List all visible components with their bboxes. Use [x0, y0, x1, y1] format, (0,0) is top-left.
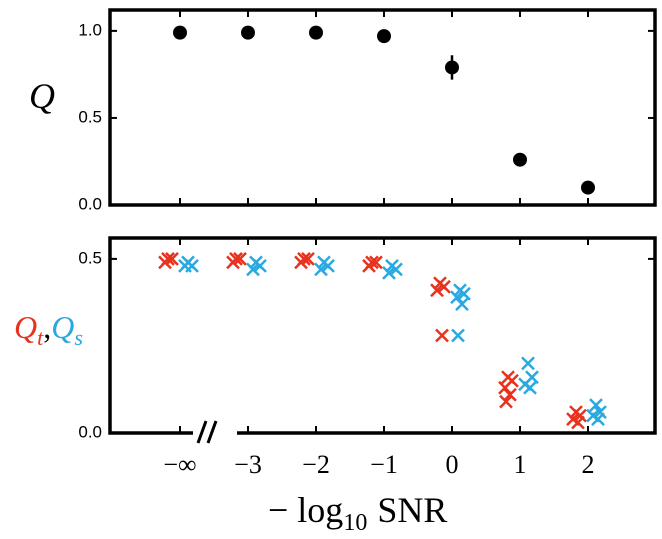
point: [581, 180, 595, 195]
x-marker: [455, 297, 469, 312]
x-marker: [589, 398, 603, 413]
x-marker: [523, 380, 537, 395]
x-marker: [435, 328, 449, 343]
series-name: Q: [14, 309, 37, 345]
axis-break: [196, 420, 208, 444]
separator: ,: [43, 309, 51, 345]
x-marker: [321, 258, 335, 273]
y-tick-label: 1.0: [78, 20, 102, 39]
x-marker: [362, 258, 376, 273]
x-tick-label: −3: [234, 450, 262, 479]
x-marker: [369, 255, 383, 270]
x-tick-label: −1: [370, 450, 398, 479]
x-marker: [450, 290, 464, 305]
x-marker: [253, 258, 267, 273]
x-marker: [246, 262, 260, 277]
x-marker: [591, 412, 605, 426]
x-marker: [503, 387, 517, 402]
x-marker: [165, 252, 179, 266]
x-marker: [382, 265, 396, 280]
point: [377, 29, 391, 44]
x-marker: [314, 262, 328, 277]
point: [241, 25, 255, 40]
x-tick-label: 1: [514, 450, 527, 479]
x-tick-label: 0: [446, 450, 459, 479]
x-label-sub: 10: [343, 510, 367, 536]
x-marker: [571, 415, 585, 430]
x-marker: [521, 356, 535, 371]
point: [309, 25, 323, 40]
y-tick-label: 0.5: [78, 248, 102, 267]
x-marker: [158, 255, 172, 270]
y-axis-label: Q: [29, 76, 55, 116]
series-subscript: s: [74, 325, 83, 350]
series-name: Q: [51, 309, 74, 345]
axis-break: [206, 420, 218, 444]
x-marker: [437, 279, 451, 294]
x-tick-label: −∞: [163, 450, 196, 479]
x-label-main: − log: [268, 490, 343, 530]
point: [173, 25, 187, 40]
x-marker: [430, 283, 444, 298]
plot-frame: [108, 236, 657, 435]
x-marker: [301, 252, 315, 266]
point: [445, 60, 459, 75]
x-marker: [233, 252, 247, 266]
x-axis-label: − log10 SNR: [268, 490, 447, 536]
x-label-suffix: SNR: [377, 490, 447, 530]
y-tick-label: 0.0: [78, 194, 102, 213]
y-tick-label: 0.0: [78, 422, 102, 441]
x-tick-label: −2: [302, 450, 330, 479]
x-marker: [389, 262, 403, 277]
y-tick-label: 0.5: [78, 107, 102, 126]
x-tick-label: 2: [582, 450, 595, 479]
point: [513, 152, 527, 167]
x-marker: [498, 380, 512, 395]
y-axis-label: Qt,Qs: [14, 309, 83, 350]
x-marker: [457, 286, 471, 301]
series-subscript: t: [37, 325, 44, 350]
plot-frame: [108, 8, 657, 207]
x-marker: [226, 255, 240, 270]
axis-break: [193, 429, 237, 437]
x-marker: [499, 394, 513, 409]
x-marker: [178, 258, 192, 273]
x-marker: [294, 255, 308, 270]
x-marker: [451, 328, 465, 343]
